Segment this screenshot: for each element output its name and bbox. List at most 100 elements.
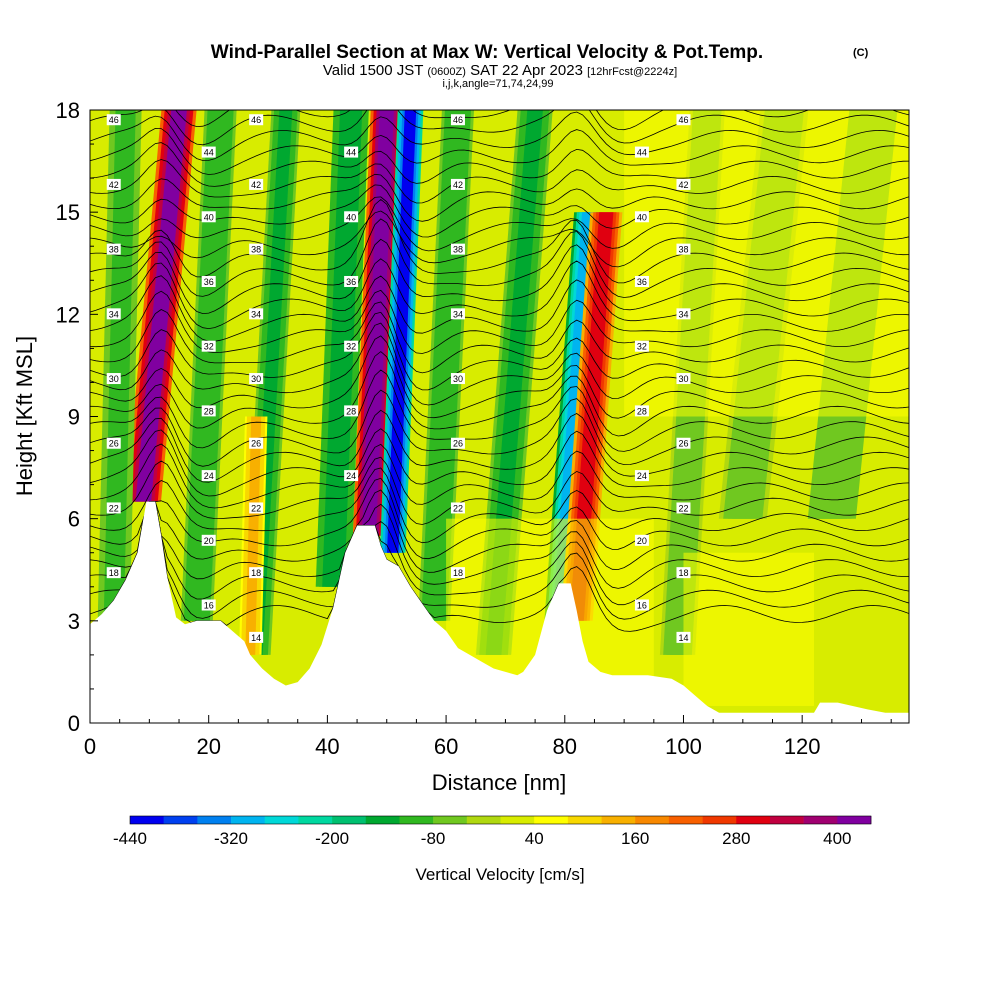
svg-text:36: 36: [346, 277, 356, 287]
subtitle-valid: Valid 1500 JST: [323, 62, 423, 79]
velocity-band-27: [361, 110, 394, 536]
subtitle-fcst: [12hrFcst@2224z]: [587, 66, 677, 78]
chart-subtitle: Valid 1500 JST (0600Z) SAT 22 Apr 2023 […: [323, 62, 677, 79]
subtitle-date: SAT 22 Apr 2023: [470, 62, 583, 79]
colorbar: [129, 815, 872, 825]
theta-contour-20: [90, 258, 909, 330]
colorbar-swatch-19: [769, 816, 804, 824]
colorbar-swatch-16: [668, 816, 703, 824]
contour-label-2-2: 18: [249, 567, 264, 579]
contour-label-2-0: 14: [249, 631, 264, 643]
ijk-line: i,j,k,angle=71,74,24,99: [442, 78, 553, 90]
theta-contour-14: [90, 335, 909, 419]
contour-label-3-11: 36: [344, 275, 359, 287]
y-tick-label-18: 18: [56, 98, 80, 123]
y-tick-label-6: 6: [68, 507, 80, 532]
contour-label-1-11: 36: [201, 275, 216, 287]
colorbar-tick--200: -200: [315, 829, 349, 848]
contour-label-6-10: 34: [676, 308, 691, 320]
colorbar-swatch-15: [635, 816, 670, 824]
colorbar-swatch-21: [837, 816, 872, 824]
colorbar-swatch-9: [433, 816, 468, 824]
colorbar-tick-400: 400: [823, 829, 851, 848]
svg-text:36: 36: [637, 277, 647, 287]
svg-text:34: 34: [251, 309, 261, 319]
theta-contour-24: [90, 210, 909, 268]
svg-text:38: 38: [109, 245, 119, 255]
colorbar-tick-labels: -440 -320 -200 -80 40 160 280 400: [113, 829, 852, 848]
theta-contour-31: [90, 111, 909, 161]
theta-contour-25: [90, 196, 909, 252]
contour-label-5-15: 44: [634, 146, 649, 158]
svg-text:28: 28: [346, 406, 356, 416]
theta-contours: [90, 110, 909, 632]
contour-label-6-8: 30: [676, 373, 691, 385]
svg-text:16: 16: [204, 601, 214, 611]
contour-label-2-10: 34: [249, 308, 264, 320]
contour-label-2-6: 26: [249, 437, 264, 449]
colorbar-swatch-20: [803, 816, 838, 824]
svg-text:24: 24: [204, 471, 214, 481]
contour-label-5-13: 40: [634, 211, 649, 223]
colorbar-label: Vertical Velocity [cm/s]: [415, 865, 584, 884]
y-tick-label-3: 3: [68, 609, 80, 634]
theta-contour-29: [90, 142, 909, 187]
svg-text:44: 44: [204, 148, 214, 158]
svg-text:18: 18: [109, 568, 119, 578]
theta-contour-17: [90, 301, 909, 374]
svg-text:40: 40: [637, 212, 647, 222]
contour-label-0-6: 26: [106, 437, 121, 449]
colorbar-swatch-12: [534, 816, 569, 824]
contour-label-5-5: 24: [634, 470, 649, 482]
contour-label-4-8: 30: [450, 373, 465, 385]
contour-label-3-5: 24: [344, 470, 359, 482]
theta-contour-18: [90, 289, 909, 354]
theta-contour-22: [90, 218, 909, 298]
svg-text:44: 44: [346, 148, 356, 158]
svg-text:26: 26: [251, 439, 261, 449]
theta-contour-4: [90, 489, 909, 573]
theta-contour-12: [90, 369, 909, 452]
contour-label-1-5: 24: [201, 470, 216, 482]
contour-label-0-14: 42: [106, 178, 121, 190]
contour-label-1-15: 44: [201, 146, 216, 158]
svg-text:26: 26: [453, 439, 463, 449]
svg-text:46: 46: [109, 115, 119, 125]
contour-label-6-6: 26: [676, 437, 691, 449]
svg-text:40: 40: [204, 212, 214, 222]
theta-contour-21: [90, 238, 909, 315]
colorbar-tick-160: 160: [621, 829, 649, 848]
contour-label-2-14: 42: [249, 178, 264, 190]
svg-text:28: 28: [637, 406, 647, 416]
svg-text:30: 30: [678, 374, 688, 384]
theta-contour-30: [90, 127, 909, 175]
colorbar-swatch-14: [601, 816, 636, 824]
velocity-band-3: [135, 110, 187, 502]
svg-text:22: 22: [678, 503, 688, 513]
svg-text:24: 24: [346, 471, 356, 481]
svg-text:42: 42: [678, 180, 688, 190]
colorbar-swatch-8: [399, 816, 434, 824]
contour-label-1-7: 28: [201, 405, 216, 417]
svg-text:30: 30: [251, 374, 261, 384]
svg-text:36: 36: [204, 277, 214, 287]
contour-label-6-2: 18: [676, 567, 691, 579]
y-axis-label: Height [Kft MSL]: [12, 336, 37, 496]
contour-label-2-12: 38: [249, 243, 264, 255]
svg-text:30: 30: [109, 374, 119, 384]
contour-label-0-12: 38: [106, 243, 121, 255]
terrain-mask: [90, 501, 909, 723]
velocity-field: [97, 110, 909, 706]
theta-contour-9: [90, 428, 909, 497]
colorbar-swatch-1: [163, 816, 198, 824]
contour-label-0-10: 34: [106, 308, 121, 320]
chart-title: Wind-Parallel Section at Max W: Vertical…: [211, 42, 763, 63]
theta-contour-26: [90, 184, 909, 238]
svg-text:44: 44: [637, 148, 647, 158]
contour-label-6-0: 14: [676, 631, 691, 643]
colorbar-swatch-6: [332, 816, 367, 824]
contour-label-6-14: 42: [676, 178, 691, 190]
colorbar-swatch-3: [231, 816, 266, 824]
velocity-band-31: [387, 110, 417, 553]
x-axis: 0 20 40 60 80 100 120: [84, 715, 892, 759]
